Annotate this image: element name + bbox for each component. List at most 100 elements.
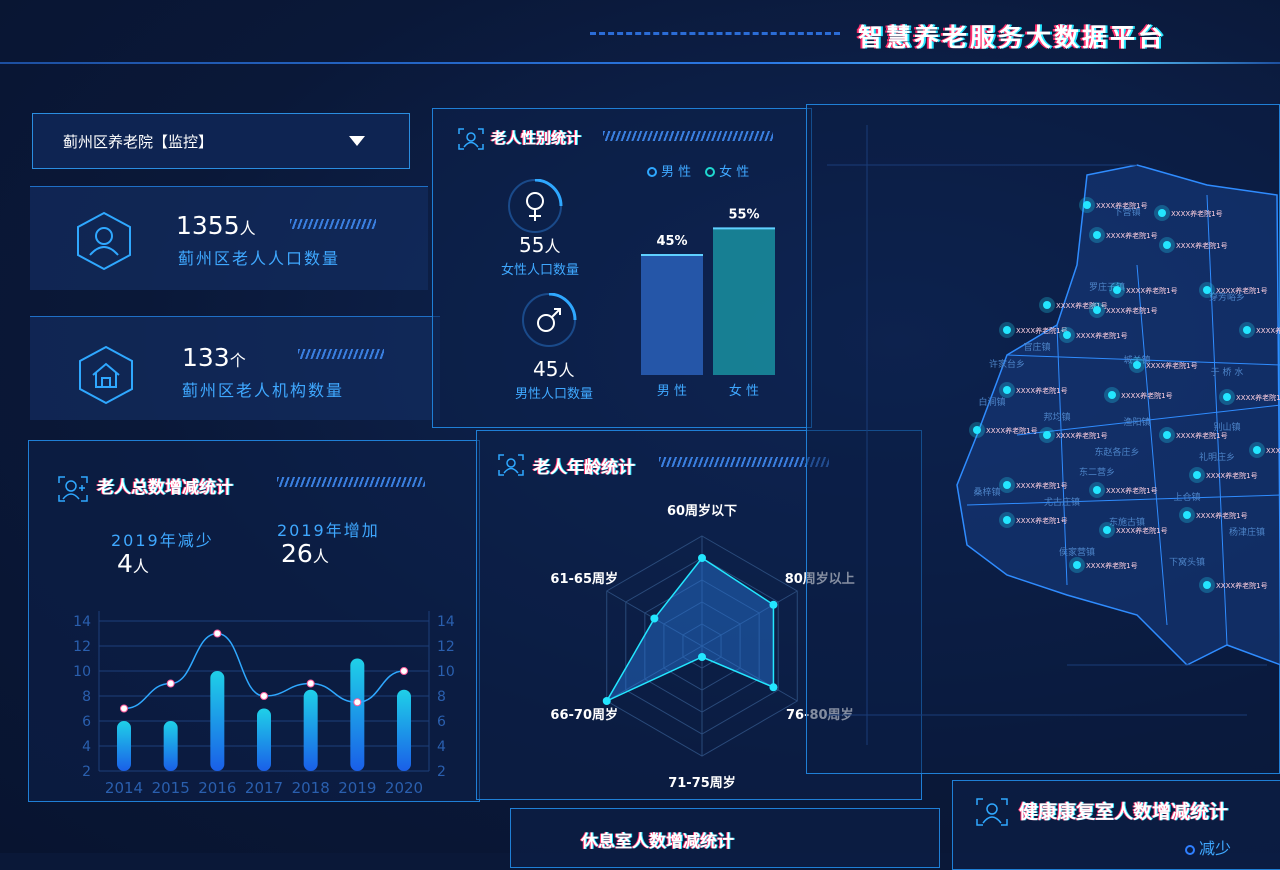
radar-point	[769, 683, 778, 692]
region-label: 别山镇	[1213, 421, 1240, 433]
region-border	[1056, 324, 1068, 586]
nursing-home-marker	[1043, 431, 1051, 439]
marker-label: XXXX养老院1号	[1176, 431, 1228, 440]
region-border	[1006, 354, 1280, 366]
users-icon	[976, 798, 1008, 826]
marker-label: XXXX养老院1号	[1016, 481, 1068, 490]
x-tick-label: 2019	[338, 779, 376, 797]
map-outline	[956, 164, 1280, 666]
x-tick-label: 2017	[245, 779, 283, 797]
marker-label: XXXX养老院1号	[1016, 516, 1068, 525]
data-label: 45%	[656, 234, 687, 249]
x-tick-label: 2016	[198, 779, 236, 797]
institution-select[interactable]: 蓟州区养老院【监控】	[32, 113, 410, 169]
increase-unit: 人	[312, 547, 329, 566]
stat-card-population: 1355人 蓟州区老人人口数量	[30, 186, 428, 290]
gender-title: 老人性别统计	[491, 129, 582, 147]
decrease-unit: 人	[132, 557, 149, 576]
nursing-home-marker	[1253, 446, 1261, 454]
users-icon	[498, 454, 524, 476]
nursing-home-marker	[1108, 391, 1116, 399]
rest-room-title: 休息室人数增减统计	[581, 832, 734, 852]
radar-spoke	[701, 645, 798, 702]
marker-label: XXXX养老院1号	[1266, 446, 1280, 455]
female-unit: 人	[544, 237, 561, 256]
population-unit: 人	[239, 219, 256, 238]
x-tick-label: 2020	[385, 779, 423, 797]
radar-point	[698, 653, 706, 661]
increase-label: 2019年增加	[277, 521, 380, 540]
radar-point	[602, 697, 611, 705]
institution-select-value: 蓟州区养老院【监控】	[63, 132, 214, 151]
decoration-stripes	[290, 219, 376, 229]
gender-bar	[641, 255, 703, 375]
region-label: 白涧镇	[978, 396, 1005, 408]
x-tick-label: 2015	[152, 779, 190, 797]
marker-label: XXXX养老院1号	[1146, 361, 1198, 370]
nursing-home-marker	[1223, 393, 1231, 401]
nursing-home-marker	[1073, 561, 1081, 569]
radar-label: 61-65周岁	[550, 571, 618, 587]
home-icon	[76, 345, 136, 405]
region-label: 于 桥 水	[1211, 366, 1244, 378]
line-point	[166, 679, 175, 688]
user-icon	[74, 211, 134, 271]
y2-tick-label: 10	[437, 664, 455, 680]
total-change-title: 老人总数增减统计	[97, 478, 233, 498]
y-tick-label: 10	[73, 664, 91, 680]
region-label: 桑梓镇	[973, 486, 1000, 498]
region-label: 城关镇	[1123, 354, 1150, 366]
nursing-home-marker	[1103, 526, 1111, 534]
bar	[117, 721, 131, 771]
nursing-home-marker	[1063, 331, 1071, 339]
nursing-home-marker	[973, 426, 981, 434]
male-unit: 人	[558, 361, 575, 380]
marker-label: XXXX养老院1号	[1016, 386, 1068, 395]
stat-card-institutions: 133个 蓟州区老人机构数量	[30, 316, 440, 420]
bar	[163, 721, 178, 771]
nursing-home-marker	[1003, 516, 1011, 524]
header-divider	[0, 62, 1280, 64]
nursing-home-marker	[1193, 471, 1201, 479]
x-tick-label: 2018	[292, 779, 330, 797]
page-title: 智慧养老服务大数据平台	[858, 23, 1167, 52]
region-label: 杨津庄镇	[1229, 526, 1265, 538]
nursing-home-marker	[1203, 286, 1211, 294]
y2-tick-label: 12	[437, 639, 455, 655]
region-label: 上仓镇	[1173, 491, 1200, 503]
male-count: 45	[533, 357, 559, 381]
nursing-home-marker	[1243, 326, 1251, 334]
female-icon	[508, 179, 563, 233]
radar-point	[769, 600, 778, 609]
institution-value: 133	[182, 343, 230, 372]
total-change-panel: 老人总数增减统计 2019年减少 4人 2019年增加 26人 2 4 6 8 10 12…	[28, 440, 480, 802]
nursing-home-marker	[1093, 231, 1101, 239]
marker-label: XXXX养老院1号	[1056, 431, 1108, 440]
chevron-down-icon	[349, 136, 365, 146]
nursing-home-marker	[1003, 481, 1011, 489]
gender-bar-chart: 45% 男 性 55% 女 性	[641, 207, 775, 399]
nursing-home-marker	[1083, 201, 1091, 209]
legend-decrease: 减少	[1185, 835, 1231, 859]
x-tick-label: 女 性	[729, 383, 759, 399]
marker-label: XXXX养老院1号	[1016, 326, 1068, 335]
add-user-icon	[58, 476, 88, 502]
health-room-title: 健康康复室人数增减统计	[1019, 801, 1229, 823]
marker-label: XXXX养老院1号	[1106, 486, 1158, 495]
marker-label: XXXX养老院1号	[1096, 201, 1148, 210]
y2-tick-label: 8	[437, 689, 446, 705]
marker-label: XXXX养老院1号	[1176, 241, 1228, 250]
marker-label: XXXX养老院1号	[1196, 511, 1248, 520]
region-border	[1136, 264, 1168, 626]
gender-bar	[713, 228, 775, 375]
marker-label: XXXX养老院1号	[1086, 561, 1138, 570]
increase-value: 26	[281, 539, 313, 568]
region-label: 礼明庄乡	[1199, 451, 1235, 463]
marker-label: XXXX养老院1号	[1056, 301, 1108, 310]
decoration-stripes	[603, 131, 773, 141]
line-point	[353, 698, 362, 707]
x-tick-label: 男 性	[657, 384, 687, 399]
decoration-stripes	[298, 349, 384, 359]
population-value: 1355	[176, 211, 240, 240]
header-decoration	[590, 32, 840, 35]
